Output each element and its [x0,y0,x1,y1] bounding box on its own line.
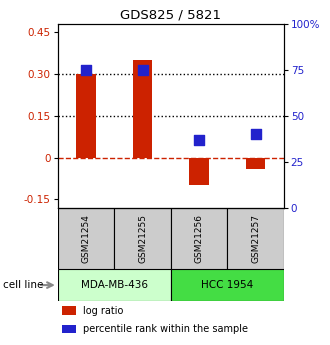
Text: cell line: cell line [3,280,44,290]
Text: GSM21254: GSM21254 [82,214,90,263]
Bar [189,158,209,185]
Title: GDS825 / 5821: GDS825 / 5821 [120,9,221,22]
Text: log ratio: log ratio [82,306,123,316]
Bar [62,325,76,333]
Point [83,67,89,73]
Text: HCC 1954: HCC 1954 [201,280,253,290]
Text: percentile rank within the sample: percentile rank within the sample [82,324,248,334]
Text: GSM21255: GSM21255 [138,214,147,263]
Bar [246,158,265,169]
Text: MDA-MB-436: MDA-MB-436 [81,280,148,290]
Point [253,131,258,137]
Bar [227,208,284,269]
Text: GSM21257: GSM21257 [251,214,260,263]
Bar [171,208,227,269]
Point [196,137,202,142]
Point [140,67,145,73]
Bar [58,269,171,302]
Bar [171,269,284,302]
Bar [133,60,152,158]
Bar [114,208,171,269]
Text: GSM21256: GSM21256 [194,214,204,263]
Bar [62,306,76,315]
Bar [76,74,96,158]
Bar [58,208,114,269]
